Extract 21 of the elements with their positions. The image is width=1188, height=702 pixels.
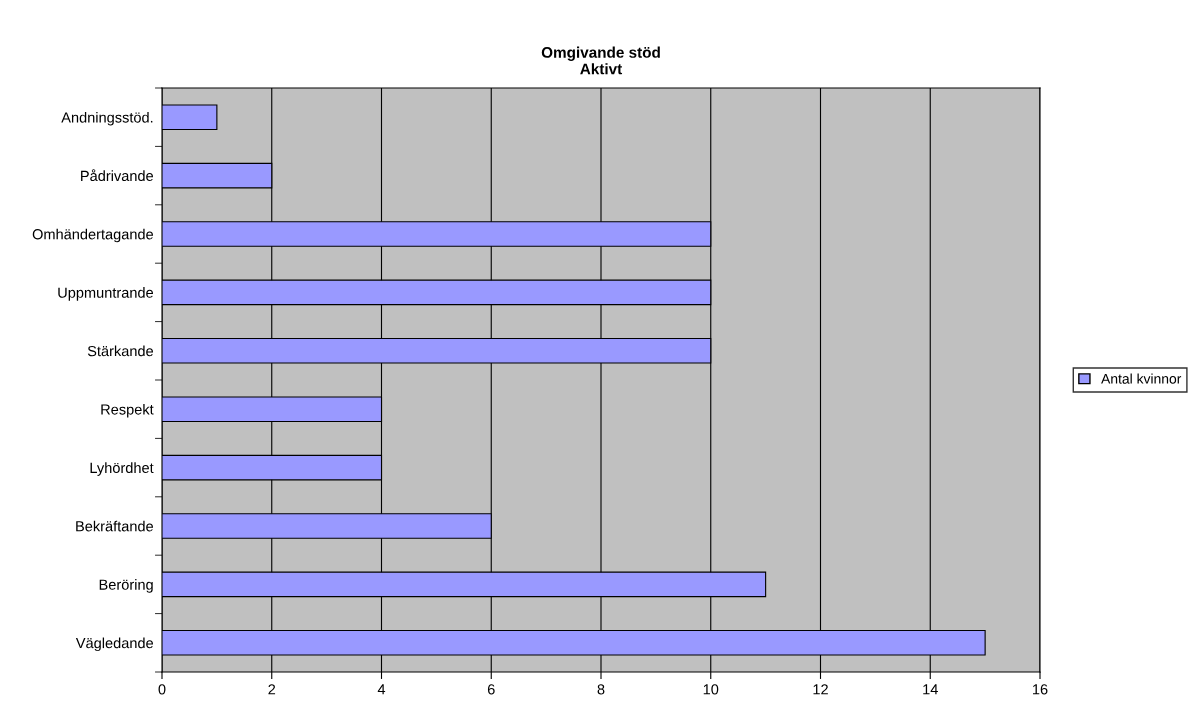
x-tick-label: 8 xyxy=(597,684,605,695)
chart-title: Omgivande stöd Aktivt xyxy=(541,46,660,75)
y-tick-label: Lyhördhet xyxy=(90,462,154,476)
x-tick-label: 4 xyxy=(377,684,386,695)
y-tick-label: Stärkande xyxy=(87,345,154,357)
x-tick-label: 0 xyxy=(158,684,166,695)
y-tick-label: Bekräftande xyxy=(76,520,154,532)
x-tick-label: 16 xyxy=(1033,684,1048,695)
legend-label: Antal kvinnor xyxy=(1101,373,1182,384)
y-tick-label: Beröring xyxy=(99,579,153,593)
x-tick-label: 10 xyxy=(703,684,719,695)
y-tick-label: Vägledande xyxy=(75,637,154,652)
x-tick-label: 6 xyxy=(487,684,495,695)
y-tick-label: Respekt xyxy=(101,403,154,418)
x-tick-label: 2 xyxy=(268,684,276,695)
y-tick-label: Andningsstöd. xyxy=(61,111,153,126)
y-tick-label: Uppmuntrande xyxy=(58,287,154,301)
y-tick-label: Omhändertagande xyxy=(32,228,154,243)
x-tick-label: 12 xyxy=(813,684,828,695)
y-tick-label: Pådrivande xyxy=(81,169,154,182)
x-tick-label: 14 xyxy=(923,684,938,695)
